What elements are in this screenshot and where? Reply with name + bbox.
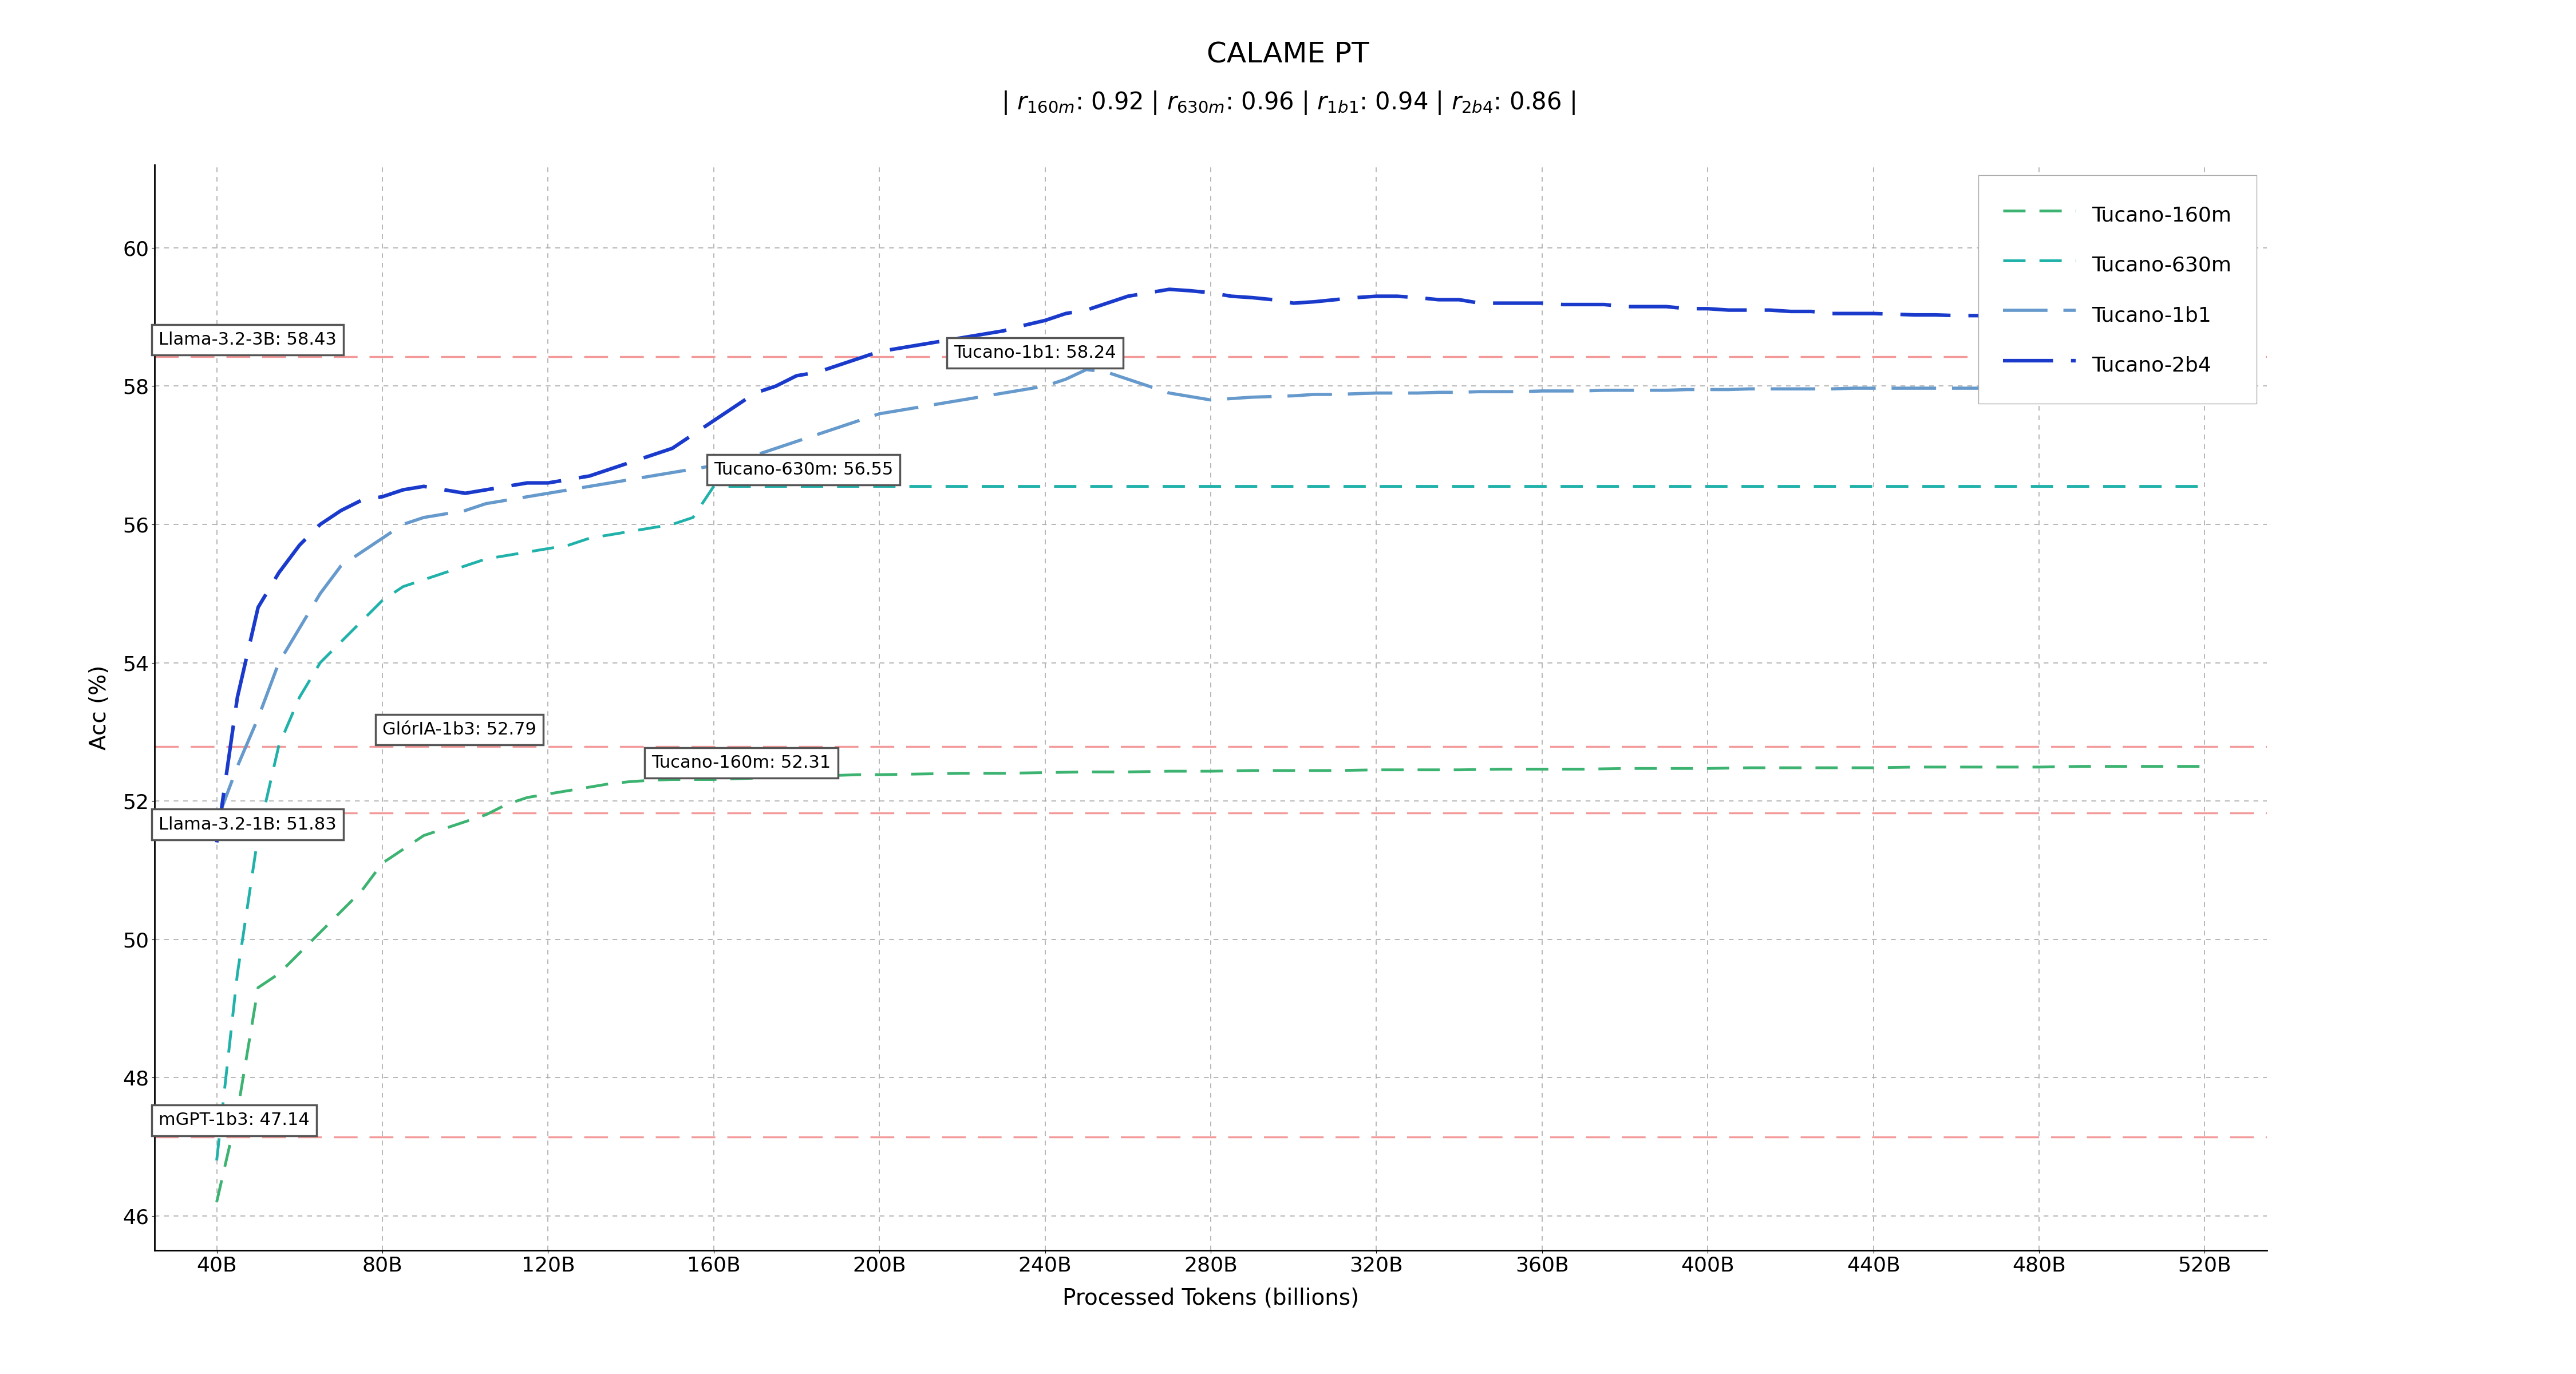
Text: Tucano-2b4: 59.06: Tucano-2b4: 59.06	[1989, 289, 2151, 305]
Y-axis label: Acc (%): Acc (%)	[90, 665, 111, 750]
Text: Tucano-160m: 52.31: Tucano-160m: 52.31	[652, 754, 832, 771]
X-axis label: Processed Tokens (billions): Processed Tokens (billions)	[1061, 1287, 1360, 1309]
Text: | $r_{160m}$: 0.92 | $r_{630m}$: 0.96 | $r_{1b1}$: 0.94 | $r_{2b4}$: 0.86 |: | $r_{160m}$: 0.92 | $r_{630m}$: 0.96 | …	[1002, 89, 1574, 117]
Text: Tucano-630m: 56.55: Tucano-630m: 56.55	[714, 462, 894, 478]
Legend: Tucano-160m, Tucano-630m, Tucano-1b1, Tucano-2b4: Tucano-160m, Tucano-630m, Tucano-1b1, Tu…	[1978, 176, 2257, 404]
Text: mGPT-1b3: 47.14: mGPT-1b3: 47.14	[160, 1112, 309, 1128]
Text: Llama-3.2-3B: 58.43: Llama-3.2-3B: 58.43	[160, 331, 337, 348]
Text: Llama-3.2-1B: 51.83: Llama-3.2-1B: 51.83	[160, 816, 337, 833]
Text: GlórIA-1b3: 52.79: GlórIA-1b3: 52.79	[381, 721, 536, 738]
Text: Tucano-1b1: 58.24: Tucano-1b1: 58.24	[953, 345, 1115, 361]
Text: CALAME PT: CALAME PT	[1206, 41, 1370, 69]
